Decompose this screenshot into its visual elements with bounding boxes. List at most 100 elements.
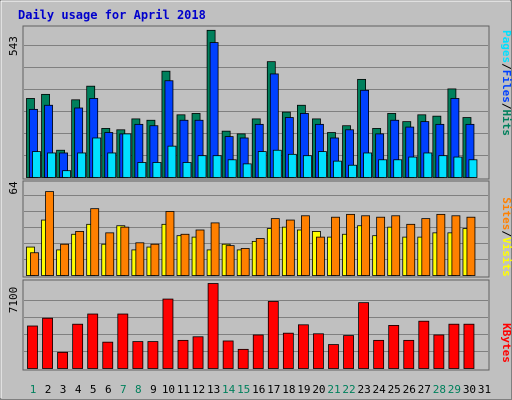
bar-pages-day-1 bbox=[32, 151, 41, 178]
x-tick-label: 20 bbox=[312, 383, 325, 396]
bar-kbytes-day-28 bbox=[433, 334, 445, 369]
bar-pages-day-9 bbox=[152, 162, 162, 178]
bar-sites-day-9 bbox=[150, 243, 160, 276]
bar-kbytes-day-19 bbox=[297, 324, 309, 369]
bar-kbytes-day-6 bbox=[102, 341, 114, 369]
bar-pages-day-10 bbox=[167, 145, 177, 178]
legend-separator: / bbox=[500, 103, 512, 110]
bar-pages-day-4 bbox=[77, 152, 87, 178]
bar-pages-day-29 bbox=[453, 156, 463, 178]
x-tick-label: 13 bbox=[207, 383, 220, 396]
bar-sites-day-1 bbox=[30, 252, 39, 276]
bar-sites-day-19 bbox=[300, 215, 310, 276]
bar-pages-day-6 bbox=[107, 152, 117, 178]
bar-kbytes-day-26 bbox=[403, 339, 415, 369]
bar-kbytes-day-10 bbox=[162, 298, 174, 369]
bar-pages-day-7 bbox=[122, 133, 132, 178]
x-tick-label: 15 bbox=[237, 383, 250, 396]
bar-sites-day-4 bbox=[75, 231, 85, 276]
x-tick-label: 16 bbox=[252, 383, 265, 396]
x-tick-label: 11 bbox=[177, 383, 190, 396]
bar-kbytes-day-29 bbox=[448, 323, 460, 369]
x-tick-label: 26 bbox=[403, 383, 416, 396]
bar-kbytes-day-8 bbox=[132, 341, 144, 369]
bar-kbytes-day-22 bbox=[343, 335, 354, 369]
x-tick-label: 5 bbox=[90, 383, 97, 396]
bar-kbytes-day-27 bbox=[418, 320, 430, 369]
bar-pages-day-20 bbox=[318, 151, 327, 178]
bar-kbytes-day-2 bbox=[42, 317, 53, 369]
legend-hits: Hits bbox=[500, 110, 512, 137]
x-tick-label: 1 bbox=[30, 383, 37, 396]
x-tick-label: 2 bbox=[45, 383, 52, 396]
bar-sites-day-28 bbox=[436, 213, 446, 276]
bar-sites-day-27 bbox=[421, 218, 431, 276]
bar-sites-day-22 bbox=[346, 213, 355, 276]
bar-kbytes-day-4 bbox=[72, 323, 84, 369]
x-tick-label: 10 bbox=[162, 383, 175, 396]
x-tick-label: 29 bbox=[448, 383, 461, 396]
x-tick-label: 25 bbox=[388, 383, 401, 396]
bar-kbytes-day-1 bbox=[27, 325, 38, 369]
bar-sites-day-25 bbox=[391, 215, 401, 276]
legend-visits: Visits bbox=[500, 237, 512, 277]
x-tick-label: 18 bbox=[282, 383, 295, 396]
bar-pages-day-26 bbox=[408, 156, 418, 178]
x-tick-label: 23 bbox=[357, 383, 370, 396]
bar-sites-day-10 bbox=[165, 211, 175, 276]
bar-kbytes-day-23 bbox=[358, 302, 370, 369]
bar-pages-day-28 bbox=[438, 155, 448, 178]
bar-pages-day-2 bbox=[47, 152, 56, 178]
x-tick-label: 6 bbox=[105, 383, 112, 396]
bar-sites-day-7 bbox=[120, 226, 130, 276]
x-tick-label: 31 bbox=[478, 383, 491, 396]
bar-pages-day-21 bbox=[333, 160, 342, 178]
bar-kbytes-day-7 bbox=[117, 313, 129, 369]
bar-kbytes-day-24 bbox=[373, 339, 385, 369]
bar-sites-day-18 bbox=[285, 219, 295, 276]
bar-sites-day-20 bbox=[316, 236, 325, 276]
bar-pages-day-13 bbox=[212, 155, 222, 178]
x-tick-label: 22 bbox=[342, 383, 355, 396]
bar-pages-day-24 bbox=[378, 159, 388, 178]
bar-pages-day-18 bbox=[287, 153, 297, 178]
x-tick-label: 27 bbox=[418, 383, 431, 396]
bar-pages-day-19 bbox=[302, 155, 312, 178]
bar-sites-day-17 bbox=[270, 218, 280, 276]
bar-kbytes-day-25 bbox=[388, 325, 400, 369]
legend-separator: / bbox=[500, 63, 512, 70]
bar-pages-day-5 bbox=[92, 137, 102, 178]
bar-kbytes-day-17 bbox=[267, 301, 279, 369]
bar-sites-day-15 bbox=[240, 248, 250, 276]
bar-kbytes-day-21 bbox=[328, 344, 339, 369]
bar-sites-day-26 bbox=[406, 223, 416, 276]
panel1-max-label: 543 bbox=[7, 36, 20, 56]
bar-sites-day-8 bbox=[135, 242, 145, 276]
bar-pages-day-14 bbox=[227, 159, 237, 178]
bars bbox=[26, 29, 478, 369]
bar-kbytes-day-15 bbox=[237, 348, 249, 369]
legend-kbytes: KBytes bbox=[500, 323, 512, 363]
bar-kbytes-day-30 bbox=[463, 323, 475, 369]
bar-pages-day-23 bbox=[363, 152, 373, 178]
bar-kbytes-day-11 bbox=[177, 339, 189, 369]
x-tick-label: 19 bbox=[297, 383, 310, 396]
bar-kbytes-day-13 bbox=[207, 283, 219, 369]
bar-pages-day-17 bbox=[272, 149, 282, 178]
bar-sites-day-11 bbox=[180, 233, 190, 276]
bar-pages-day-27 bbox=[423, 152, 433, 178]
x-tick-label: 9 bbox=[150, 383, 157, 396]
bar-sites-day-16 bbox=[255, 238, 265, 276]
x-tick-label: 14 bbox=[222, 383, 236, 396]
panel3-max-label: 7100 bbox=[7, 287, 20, 314]
legend-sites: Sites bbox=[500, 197, 512, 230]
bar-sites-day-2 bbox=[45, 191, 54, 276]
bar-sites-day-6 bbox=[105, 232, 115, 276]
bar-pages-day-15 bbox=[242, 163, 252, 178]
bar-sites-day-24 bbox=[376, 216, 386, 276]
bar-sites-day-29 bbox=[451, 215, 461, 276]
legend-separator: / bbox=[500, 230, 512, 237]
x-axis-labels: 1 2 3 4 5 6 7 8 9 10 11 12 13 14 15 16 17 18 19 20 21 22 23 24 2… bbox=[30, 383, 491, 396]
bar-pages-day-16 bbox=[257, 151, 267, 178]
